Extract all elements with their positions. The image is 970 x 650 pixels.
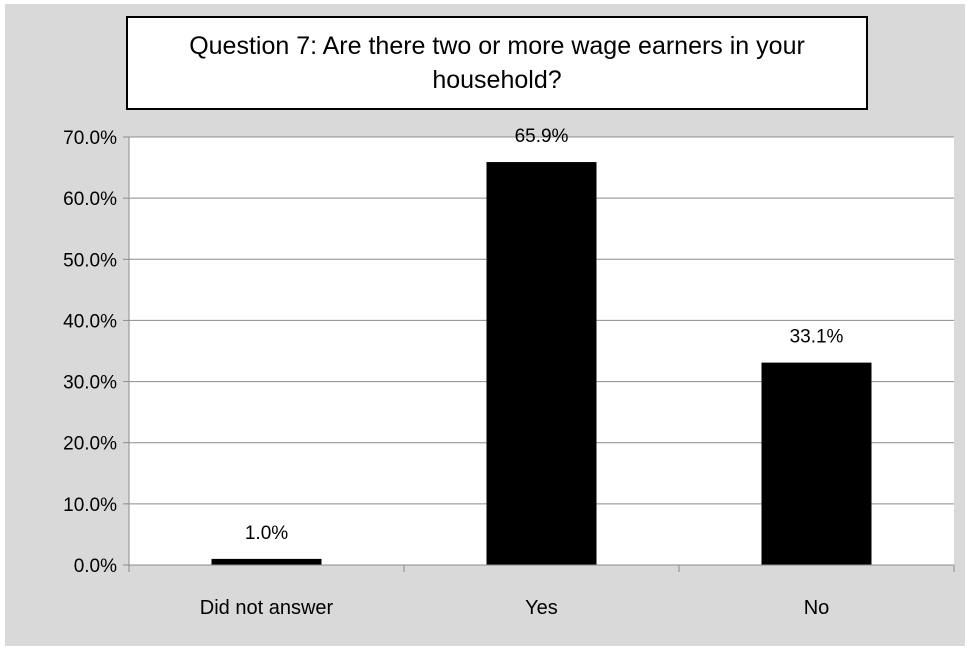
chart-title-box: Question 7: Are there two or more wage e… <box>126 16 868 110</box>
data-label: 65.9% <box>515 126 569 147</box>
bar <box>486 162 597 565</box>
y-tick-label: 70.0% <box>63 128 117 149</box>
chart-title: Question 7: Are there two or more wage e… <box>189 32 805 94</box>
data-label: 1.0% <box>245 523 288 544</box>
bar <box>211 558 322 565</box>
data-label: 33.1% <box>790 327 844 348</box>
y-tick-label: 20.0% <box>63 434 117 455</box>
x-tick-label: No <box>804 597 830 619</box>
bar <box>761 362 872 565</box>
axes <box>123 136 955 572</box>
chart-svg: 0.0% 10.0% 20.0% 30.0% 40.0% 50.0% 60.0% 70.0% 1… <box>63 126 955 619</box>
x-tick-label: Yes <box>525 597 558 619</box>
bars <box>211 162 872 565</box>
y-tick-label: 30.0% <box>63 373 117 394</box>
y-tick-label: 60.0% <box>63 189 117 210</box>
labels: 0.0% 10.0% 20.0% 30.0% 40.0% 50.0% 60.0% 70.0% 1… <box>63 126 843 619</box>
chart-frame: 0.0% 10.0% 20.0% 30.0% 40.0% 50.0% 60.0% 70.0% 1… <box>5 4 965 646</box>
y-tick-label: 50.0% <box>63 250 117 271</box>
y-tick-label: 0.0% <box>74 556 117 577</box>
y-tick-label: 40.0% <box>63 311 117 332</box>
x-tick-label: Did not answer <box>200 597 334 619</box>
y-tick-label: 10.0% <box>63 495 117 516</box>
